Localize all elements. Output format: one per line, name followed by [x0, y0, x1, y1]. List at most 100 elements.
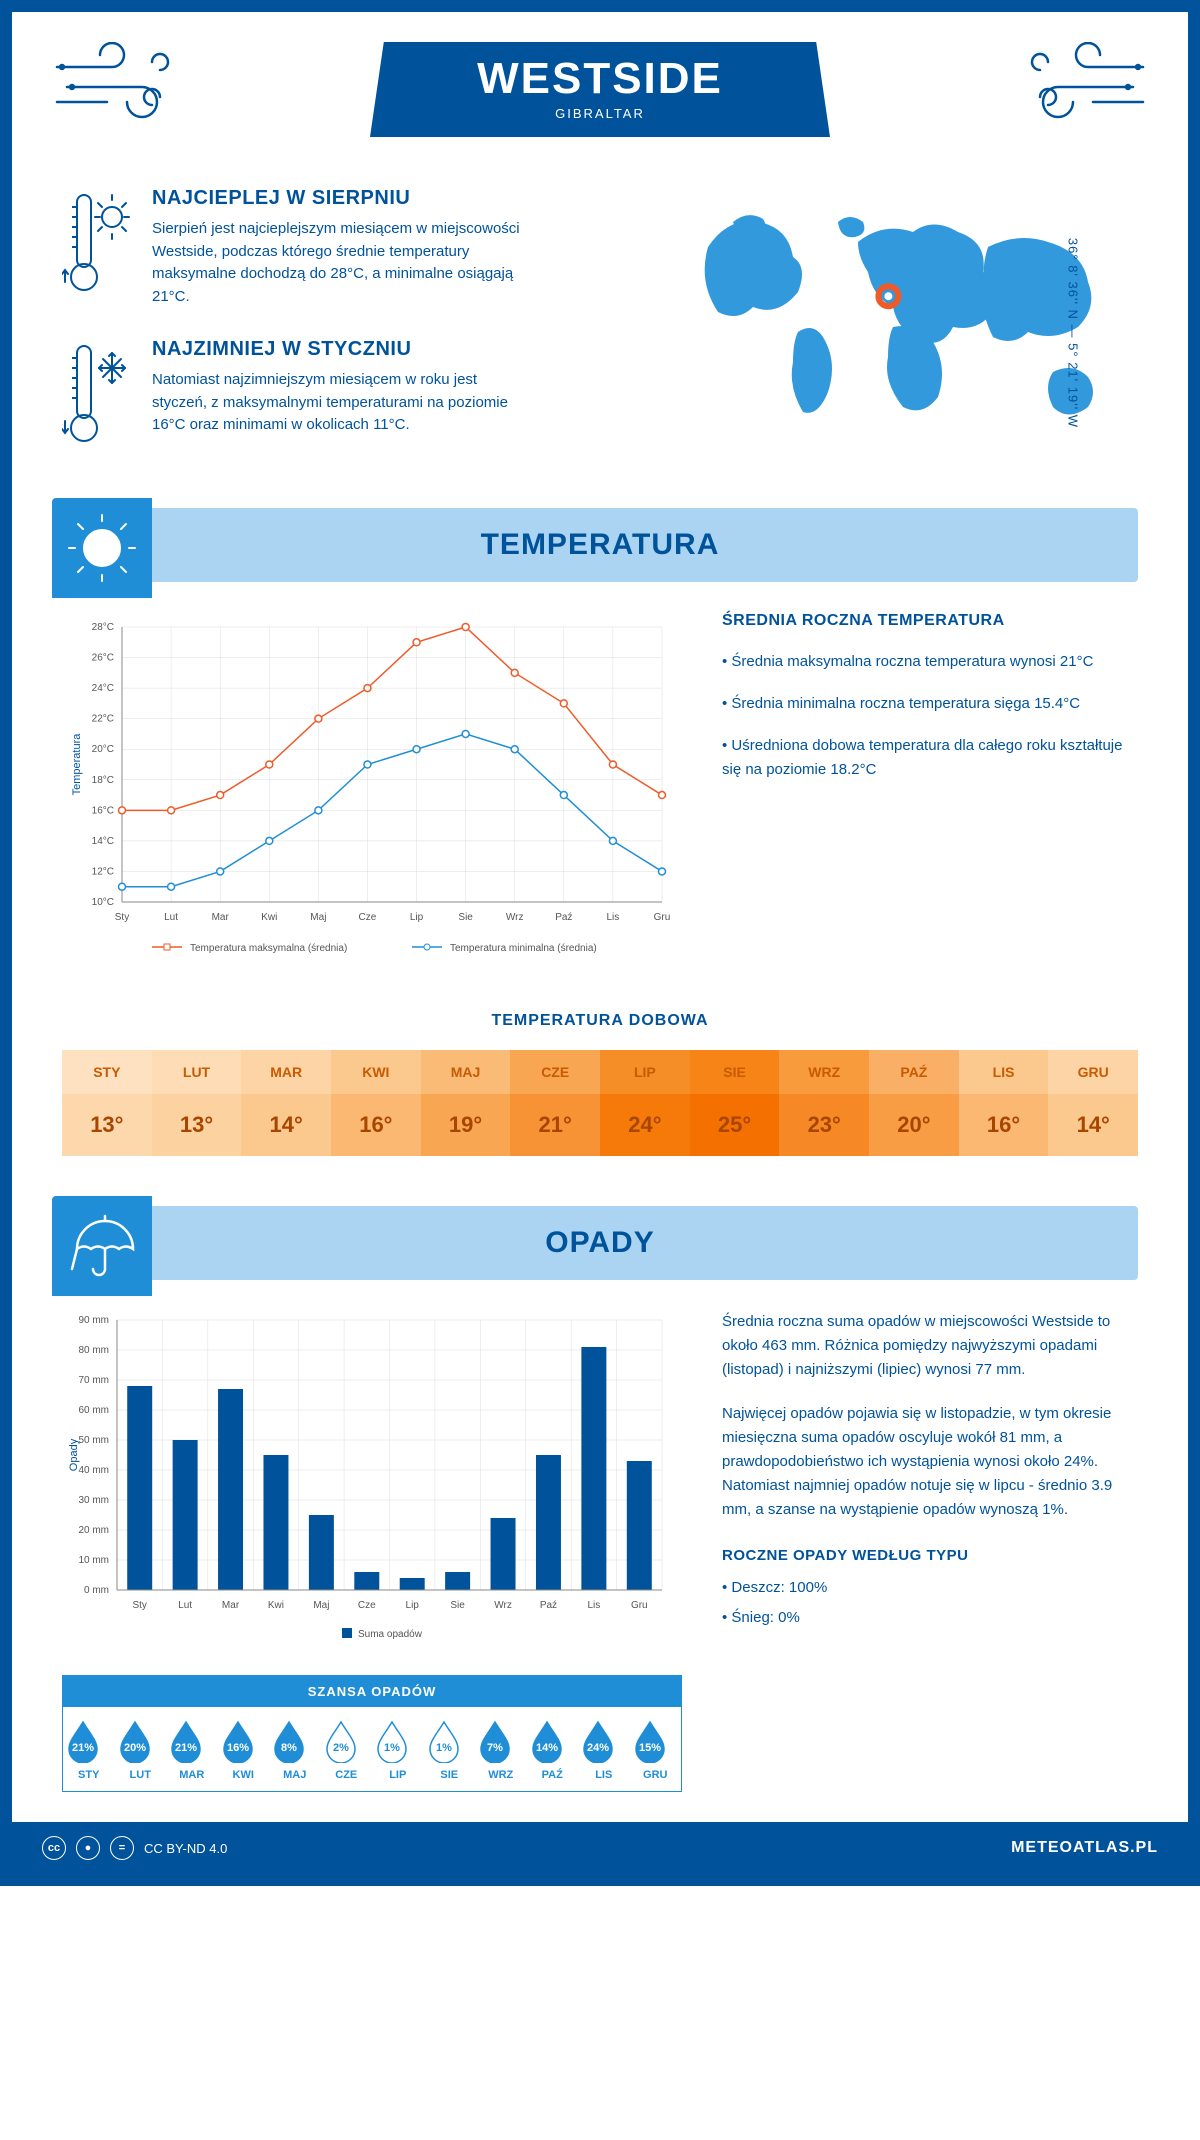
rain-chance-table: SZANSA OPADÓW 21%STY20%LUT21%MAR16%KWI8%… [62, 1675, 682, 1792]
wind-icon [52, 42, 182, 132]
temperature-info: ŚREDNIA ROCZNA TEMPERATURA • Średnia mak… [722, 612, 1138, 972]
svg-text:26°C: 26°C [92, 653, 114, 664]
precipitation-title: OPADY [545, 1226, 654, 1259]
svg-text:28°C: 28°C [92, 622, 114, 633]
svg-text:Wrz: Wrz [494, 1600, 512, 1611]
svg-text:50 mm: 50 mm [78, 1435, 109, 1446]
svg-text:70 mm: 70 mm [78, 1375, 109, 1386]
chance-cell: 24%LIS [578, 1707, 630, 1791]
daily-cell: SIE25° [690, 1050, 780, 1156]
wind-icon [1018, 42, 1148, 132]
svg-text:21%: 21% [175, 1742, 197, 1754]
precipitation-info: Średnia roczna suma opadów w miejscowośc… [722, 1310, 1138, 1792]
temperature-banner: TEMPERATURA [62, 508, 1138, 582]
daily-temp-table: STY13°LUT13°MAR14°KWI16°MAJ19°CZE21°LIP2… [62, 1050, 1138, 1156]
svg-text:90 mm: 90 mm [78, 1315, 109, 1326]
temperature-title: TEMPERATURA [481, 528, 720, 561]
svg-text:40 mm: 40 mm [78, 1465, 109, 1476]
svg-text:Gru: Gru [654, 912, 671, 923]
coldest-text: Natomiast najzimniejszym miesiącem w rok… [152, 369, 532, 437]
chance-cell: 7%WRZ [475, 1707, 527, 1791]
svg-text:10°C: 10°C [92, 897, 114, 908]
precip-type-title: ROCZNE OPADY WEDŁUG TYPU [722, 1547, 1138, 1564]
thermometer-hot-icon [62, 187, 132, 308]
precip-text-1: Średnia roczna suma opadów w miejscowośc… [722, 1310, 1138, 1382]
sun-icon [52, 498, 152, 598]
daily-temp-title: TEMPERATURA DOBOWA [12, 1012, 1188, 1030]
svg-text:Kwi: Kwi [261, 912, 277, 923]
svg-text:14°C: 14°C [92, 836, 114, 847]
title-banner: WESTSIDE GIBRALTAR [370, 42, 830, 137]
page-title: WESTSIDE [460, 54, 740, 104]
temperature-chart: 10°C12°C14°C16°C18°C20°C22°C24°C26°C28°C… [62, 612, 682, 972]
temp-info-title: ŚREDNIA ROCZNA TEMPERATURA [722, 612, 1138, 630]
svg-text:Opady: Opady [68, 1438, 80, 1471]
svg-text:Lis: Lis [607, 912, 620, 923]
svg-text:Lip: Lip [406, 1600, 420, 1611]
svg-text:16%: 16% [226, 1742, 248, 1754]
precip-type-item: • Śnieg: 0% [722, 1606, 1138, 1630]
svg-text:Temperatura maksymalna (średni: Temperatura maksymalna (średnia) [190, 943, 347, 954]
svg-text:Lut: Lut [178, 1600, 192, 1611]
chance-cell: 1%LIP [372, 1707, 424, 1791]
svg-text:Lis: Lis [587, 1600, 600, 1611]
svg-text:Wrz: Wrz [506, 912, 524, 923]
daily-cell: LIS16° [959, 1050, 1049, 1156]
svg-text:24°C: 24°C [92, 683, 114, 694]
svg-text:30 mm: 30 mm [78, 1495, 109, 1506]
warmest-text: Sierpień jest najcieplejszym miesiącem w… [152, 218, 532, 308]
world-map: 36° 8' 36'' N — 5° 21' 19'' W [658, 187, 1138, 478]
svg-text:21%: 21% [72, 1742, 94, 1754]
footer: cc ● = CC BY-ND 4.0 METEOATLAS.PL [12, 1822, 1188, 1874]
svg-text:Sty: Sty [115, 912, 129, 923]
warmest-title: NAJCIEPLEJ W SIERPNIU [152, 187, 532, 210]
page-subtitle: GIBRALTAR [460, 106, 740, 121]
thermometer-cold-icon [62, 338, 132, 448]
svg-text:1%: 1% [384, 1742, 400, 1754]
svg-text:Maj: Maj [313, 1600, 329, 1611]
svg-text:Mar: Mar [212, 912, 230, 923]
temp-info-item: • Średnia maksymalna roczna temperatura … [722, 650, 1138, 674]
svg-text:7%: 7% [487, 1742, 503, 1754]
svg-text:60 mm: 60 mm [78, 1405, 109, 1416]
daily-cell: KWI16° [331, 1050, 421, 1156]
temp-info-item: • Uśredniona dobowa temperatura dla całe… [722, 734, 1138, 782]
svg-text:Kwi: Kwi [268, 1600, 284, 1611]
summary-section: NAJCIEPLEJ W SIERPNIU Sierpień jest najc… [12, 157, 1188, 508]
temp-info-item: • Średnia minimalna roczna temperatura s… [722, 692, 1138, 716]
svg-text:Cze: Cze [359, 912, 377, 923]
svg-text:Sty: Sty [132, 1600, 146, 1611]
license-text: CC BY-ND 4.0 [144, 1841, 227, 1856]
daily-cell: LIP24° [600, 1050, 690, 1156]
svg-text:Sie: Sie [450, 1600, 465, 1611]
svg-text:Gru: Gru [631, 1600, 648, 1611]
svg-text:22°C: 22°C [92, 714, 114, 725]
svg-text:14%: 14% [535, 1742, 557, 1754]
precip-text-2: Najwięcej opadów pojawia się w listopadz… [722, 1402, 1138, 1522]
svg-text:18°C: 18°C [92, 775, 114, 786]
coldest-block: NAJZIMNIEJ W STYCZNIU Natomiast najzimni… [62, 338, 618, 448]
header: WESTSIDE GIBRALTAR [12, 12, 1188, 157]
nd-icon: = [110, 1836, 134, 1860]
svg-text:8%: 8% [281, 1742, 297, 1754]
chance-cell: 20%LUT [115, 1707, 167, 1791]
chance-cell: 2%CZE [321, 1707, 373, 1791]
svg-text:Cze: Cze [358, 1600, 376, 1611]
coldest-title: NAJZIMNIEJ W STYCZNIU [152, 338, 532, 361]
svg-text:2%: 2% [333, 1742, 349, 1754]
svg-text:Paź: Paź [555, 912, 572, 923]
svg-text:20%: 20% [123, 1742, 145, 1754]
chance-cell: 14%PAŹ [527, 1707, 579, 1791]
svg-text:80 mm: 80 mm [78, 1345, 109, 1356]
svg-text:0 mm: 0 mm [84, 1585, 109, 1596]
daily-cell: STY13° [62, 1050, 152, 1156]
daily-cell: MAR14° [241, 1050, 331, 1156]
svg-text:15%: 15% [638, 1742, 660, 1754]
cc-icon: cc [42, 1836, 66, 1860]
daily-cell: PAŹ20° [869, 1050, 959, 1156]
svg-text:Temperatura: Temperatura [71, 733, 83, 796]
daily-cell: MAJ19° [421, 1050, 511, 1156]
chance-cell: 15%GRU [630, 1707, 682, 1791]
svg-text:Lut: Lut [164, 912, 178, 923]
svg-text:12°C: 12°C [92, 866, 114, 877]
